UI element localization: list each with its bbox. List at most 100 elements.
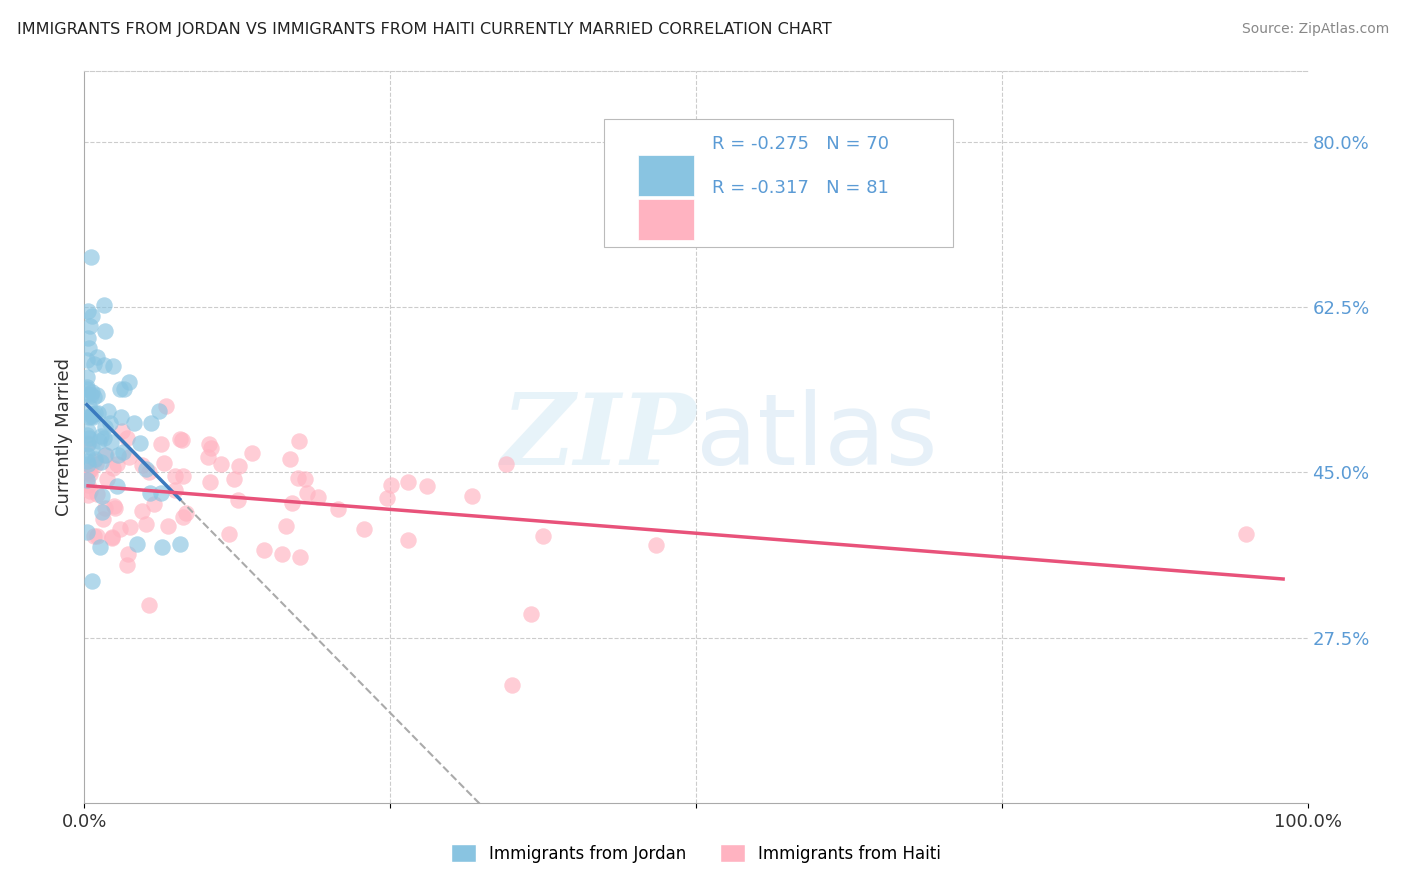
Point	[77, 399, 100, 413]
Text: Source: ZipAtlas.com: Source: ZipAtlas.com	[1241, 22, 1389, 37]
Point	[80, 387, 103, 401]
Point	[218, 526, 240, 541]
Point	[77, 409, 100, 424]
Point	[280, 496, 302, 510]
Point	[82, 384, 104, 399]
Point	[396, 475, 419, 490]
Point	[76, 473, 98, 487]
Point	[328, 502, 350, 516]
Point	[150, 540, 173, 554]
Point	[375, 491, 398, 506]
Point	[90, 489, 112, 503]
Point	[198, 437, 221, 451]
Point	[108, 383, 131, 397]
Point	[531, 529, 554, 543]
Point	[76, 382, 98, 396]
Point	[77, 458, 100, 472]
Point	[89, 434, 111, 448]
Point	[139, 417, 162, 431]
Point	[76, 304, 98, 318]
Point	[76, 352, 98, 367]
Point	[112, 382, 135, 396]
Point	[115, 558, 138, 573]
Point	[278, 452, 301, 467]
Point	[117, 547, 139, 561]
Point	[200, 441, 222, 455]
FancyBboxPatch shape	[605, 119, 953, 247]
Point	[101, 531, 124, 545]
Point	[77, 478, 100, 492]
Point	[461, 490, 484, 504]
Point	[90, 505, 112, 519]
Point	[118, 450, 141, 465]
Point	[77, 424, 100, 438]
Point	[122, 416, 145, 430]
Point	[105, 479, 128, 493]
Point	[89, 540, 111, 554]
Point	[287, 434, 309, 448]
Point	[1236, 526, 1258, 541]
Point	[94, 324, 117, 338]
Point	[112, 445, 135, 459]
Point	[79, 319, 101, 334]
Point	[77, 437, 100, 451]
Point	[76, 448, 98, 462]
Point	[644, 538, 666, 552]
Point	[170, 433, 193, 447]
Point	[169, 433, 191, 447]
Point	[86, 350, 108, 364]
Point	[77, 341, 100, 355]
Point	[307, 491, 329, 505]
Point	[83, 529, 105, 543]
Point	[86, 457, 108, 471]
Point	[172, 468, 194, 483]
Point	[396, 533, 419, 547]
Point	[103, 461, 125, 475]
Point	[86, 388, 108, 402]
Point	[138, 598, 160, 612]
Point	[228, 493, 250, 508]
Point	[148, 403, 170, 417]
Point	[82, 441, 104, 455]
Point	[117, 376, 139, 390]
Point	[80, 409, 103, 423]
Point	[93, 501, 115, 516]
Point	[169, 537, 191, 551]
Point	[93, 297, 115, 311]
Text: ZIP: ZIP	[501, 389, 696, 485]
Point	[77, 487, 100, 501]
Point	[165, 483, 187, 497]
Point	[97, 404, 120, 418]
Text: atlas: atlas	[696, 389, 938, 485]
Point	[79, 467, 101, 482]
Point	[108, 522, 131, 536]
Point	[253, 543, 276, 558]
Point	[83, 357, 105, 371]
Point	[111, 424, 134, 438]
Bar	[638, 199, 693, 240]
Point	[276, 518, 298, 533]
Point	[93, 358, 115, 372]
Point	[129, 435, 152, 450]
Point	[77, 435, 100, 450]
Text: R = -0.275   N = 70: R = -0.275 N = 70	[711, 135, 889, 153]
Point	[502, 678, 524, 692]
Point	[155, 400, 177, 414]
Point	[295, 485, 318, 500]
Point	[93, 431, 115, 445]
Point	[198, 475, 221, 489]
Point	[152, 456, 174, 470]
Point	[86, 487, 108, 501]
Point	[82, 408, 104, 422]
Point	[139, 486, 162, 500]
Point	[77, 465, 100, 479]
Point	[76, 331, 98, 345]
Point	[197, 450, 219, 465]
Point	[80, 310, 103, 324]
Point	[103, 499, 125, 513]
Point	[495, 457, 517, 471]
Point	[270, 547, 292, 561]
Point	[131, 504, 153, 518]
Point	[101, 531, 124, 545]
Point	[519, 607, 541, 621]
